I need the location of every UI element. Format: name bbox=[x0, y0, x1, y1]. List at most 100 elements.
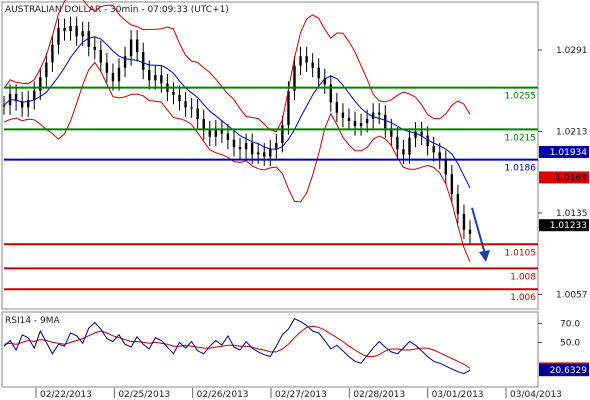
candle-body bbox=[184, 101, 187, 108]
candle-body bbox=[432, 146, 435, 153]
candle-body bbox=[456, 194, 460, 215]
candle-body bbox=[263, 152, 266, 157]
candle-body bbox=[275, 142, 278, 150]
price-tag bbox=[539, 171, 589, 184]
candle-body bbox=[408, 137, 411, 155]
forecast-arrow-shaft bbox=[471, 207, 486, 255]
moving-average-line bbox=[3, 36, 471, 189]
rsi-layer bbox=[3, 318, 471, 375]
candle-body bbox=[396, 136, 399, 150]
candle-body bbox=[63, 28, 66, 32]
level-label: 1.008 bbox=[510, 272, 536, 282]
candle-body bbox=[20, 101, 24, 108]
candle-body bbox=[57, 28, 60, 45]
x-axis-label: 03/01/2013 bbox=[432, 390, 484, 400]
rsi-ma-line bbox=[3, 325, 471, 369]
x-axis-label: 02/26/2013 bbox=[197, 390, 249, 400]
candle-body bbox=[269, 149, 272, 157]
candle-body bbox=[311, 62, 314, 68]
candle-body bbox=[238, 147, 242, 150]
candle-body bbox=[226, 133, 230, 140]
candle-body bbox=[390, 128, 393, 137]
candle-body bbox=[14, 93, 18, 102]
x-axis-label: 02/25/2013 bbox=[118, 390, 170, 400]
candle-body bbox=[335, 102, 339, 113]
candle-body bbox=[148, 69, 151, 81]
levels-layer: 1.0255 1.0215 1.0186 1.0105 1.008 1.006 bbox=[4, 86, 538, 303]
candle-body bbox=[378, 112, 381, 115]
candle-body bbox=[359, 123, 363, 127]
price-tick-label: 1.0213 bbox=[556, 127, 588, 137]
rsi-tag bbox=[539, 364, 589, 377]
candle-body bbox=[371, 112, 375, 119]
x-axis-label: 02/27/2013 bbox=[275, 390, 327, 400]
candle-body bbox=[81, 31, 84, 37]
level-label: 1.006 bbox=[510, 293, 536, 303]
indicator-panel-border bbox=[1, 311, 539, 388]
rsi-line bbox=[3, 318, 471, 375]
chart-title: AUSTRALIAN DOLLAR - 30min - 07:09:33 (UT… bbox=[5, 5, 229, 15]
axis-layer: 1.0291 1.0213 1.0135 1.0057 1.01934 1.0169 1.0… bbox=[35, 46, 589, 400]
candle-body bbox=[123, 56, 127, 68]
candle-body bbox=[426, 135, 429, 147]
candle-body bbox=[178, 94, 181, 102]
candle-body bbox=[220, 129, 224, 134]
candle-body bbox=[329, 84, 333, 103]
price-tag-label: 1.01934 bbox=[550, 148, 587, 158]
candle-body bbox=[438, 152, 441, 160]
candle-body bbox=[250, 142, 254, 155]
candle-body bbox=[341, 112, 345, 118]
price-tag-label: 1.01233 bbox=[550, 221, 587, 231]
candle-body bbox=[214, 129, 218, 137]
price-tag bbox=[539, 219, 589, 232]
level-label: 1.0105 bbox=[505, 248, 537, 258]
candle-body bbox=[232, 139, 236, 148]
x-axis-label: 02/22/2013 bbox=[40, 390, 92, 400]
candle-body bbox=[402, 149, 405, 155]
candle-body bbox=[160, 75, 163, 84]
price-tick-label: 1.0291 bbox=[556, 46, 588, 56]
candle-body bbox=[135, 39, 139, 53]
x-axis-label: 02/28/2013 bbox=[353, 390, 405, 400]
candle-body bbox=[111, 72, 115, 82]
candle-body bbox=[450, 174, 454, 195]
candle-body bbox=[27, 100, 30, 108]
candle-body bbox=[208, 130, 211, 137]
upper-band-line bbox=[3, 0, 471, 133]
candle-body bbox=[75, 25, 78, 37]
rsi-tick-label: 70.0 bbox=[560, 319, 580, 329]
candle-body bbox=[202, 118, 205, 131]
forecast-arrow-head bbox=[479, 249, 490, 262]
candle-body bbox=[244, 142, 248, 150]
candle-body bbox=[99, 49, 103, 63]
candle-body bbox=[2, 105, 6, 107]
candle-body bbox=[93, 46, 96, 50]
candle-body bbox=[141, 52, 145, 70]
price-tag bbox=[539, 145, 589, 158]
candle-body bbox=[87, 31, 90, 47]
price-tick-label: 1.0057 bbox=[556, 290, 588, 300]
candle-body bbox=[196, 108, 199, 119]
level-label: 1.0186 bbox=[505, 164, 537, 174]
candle-body bbox=[117, 67, 121, 82]
candle-body bbox=[129, 39, 133, 57]
candle-body bbox=[444, 159, 447, 175]
candle-body bbox=[172, 91, 175, 95]
candle-body bbox=[414, 131, 417, 138]
rsi-tag-label: 20.6329 bbox=[550, 366, 587, 376]
price-tick-label: 1.0135 bbox=[556, 209, 588, 219]
candle-body bbox=[323, 78, 326, 85]
candle-body bbox=[384, 114, 387, 129]
candle-body bbox=[154, 75, 157, 81]
candle-body bbox=[281, 125, 284, 143]
indicator-label: RSI14 - 9MA bbox=[5, 316, 61, 326]
candle-body bbox=[190, 107, 193, 109]
level-label: 1.0255 bbox=[505, 92, 537, 102]
candle-body bbox=[353, 121, 357, 127]
level-label: 1.0215 bbox=[505, 133, 537, 143]
candle-body bbox=[305, 56, 308, 63]
candle-body bbox=[462, 214, 466, 230]
candle-body bbox=[293, 65, 296, 91]
